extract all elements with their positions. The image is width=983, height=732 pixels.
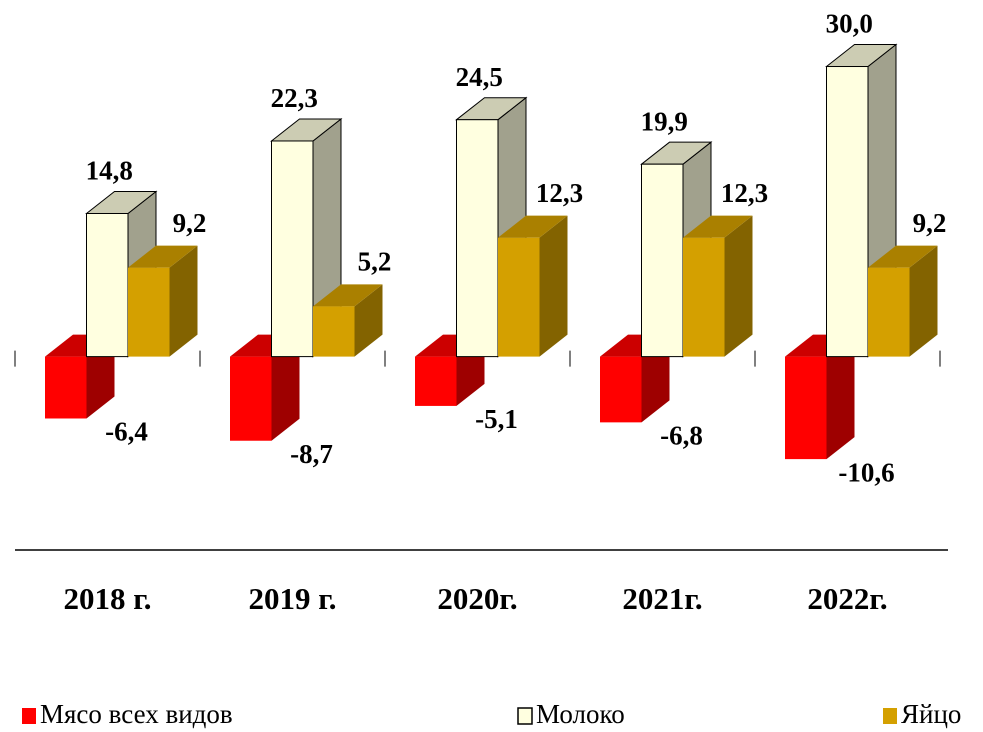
bar-top xyxy=(683,215,753,238)
legend-label: Мясо всех видов xyxy=(40,699,233,729)
data-label: 5,2 xyxy=(358,247,392,277)
data-label: 24,5 xyxy=(456,62,503,92)
data-label: 30,0 xyxy=(826,9,873,39)
bar-top xyxy=(313,284,383,307)
data-label: 19,9 xyxy=(641,106,688,136)
bar xyxy=(600,356,642,423)
bar-top xyxy=(498,215,568,238)
bar xyxy=(271,140,314,358)
bar xyxy=(313,306,355,357)
bar-side xyxy=(724,215,753,357)
data-label: -10,6 xyxy=(838,457,894,487)
legend-swatch xyxy=(883,708,897,724)
bar-side xyxy=(826,334,855,460)
bar-side xyxy=(354,284,383,357)
x-tick-label: 2020г. xyxy=(437,581,517,616)
bar xyxy=(128,267,170,357)
data-label: 9,2 xyxy=(913,208,947,238)
bar xyxy=(86,212,129,358)
bar xyxy=(230,356,272,441)
bar xyxy=(641,163,684,358)
x-tick-label: 2022г. xyxy=(807,581,887,616)
data-label: -8,7 xyxy=(290,439,333,469)
bar-top xyxy=(868,245,938,268)
data-label: 12,3 xyxy=(721,178,768,208)
x-tick-label: 2019 г. xyxy=(248,581,336,616)
data-label: 14,8 xyxy=(86,156,133,186)
legend-label: Молоко xyxy=(536,699,625,729)
bar xyxy=(456,119,499,358)
data-label: 12,3 xyxy=(536,178,583,208)
bar xyxy=(415,356,457,406)
bar xyxy=(826,66,869,358)
bar xyxy=(683,237,725,357)
bar-side xyxy=(909,245,938,357)
bar-top xyxy=(128,245,198,268)
data-label: 22,3 xyxy=(271,83,318,113)
x-tick-label: 2021г. xyxy=(622,581,702,616)
data-label: -6,4 xyxy=(105,417,148,447)
bar xyxy=(785,356,827,460)
legend-label: Яйцо xyxy=(901,699,961,729)
x-tick-label: 2018 г. xyxy=(63,581,151,616)
bar-side xyxy=(539,215,568,357)
bar xyxy=(45,356,87,419)
legend-swatch xyxy=(517,707,533,725)
bar xyxy=(498,237,540,357)
bar-side xyxy=(271,334,300,441)
bar xyxy=(868,267,910,357)
bar-side xyxy=(169,245,198,357)
legend-swatch xyxy=(22,708,36,724)
data-label: -6,8 xyxy=(660,421,703,451)
data-label: -5,1 xyxy=(475,404,518,434)
data-label: 9,2 xyxy=(173,208,207,238)
